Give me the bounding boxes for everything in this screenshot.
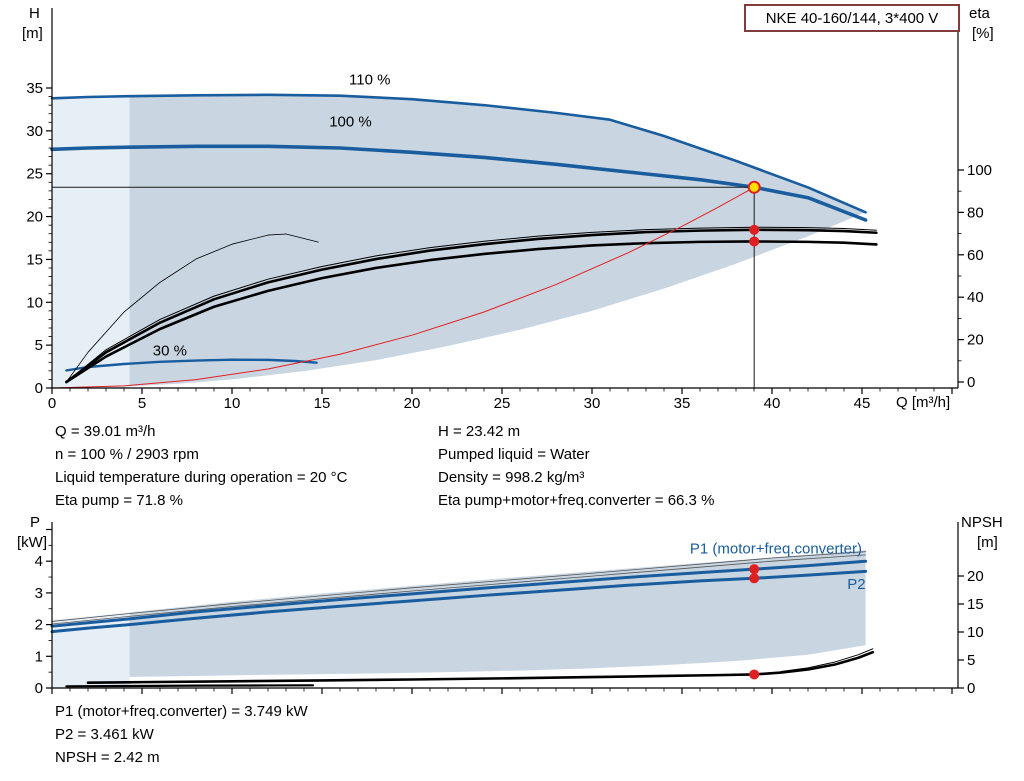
duty-point[interactable] (747, 180, 761, 194)
eta-axis-title-unit: [%] (972, 25, 994, 42)
low-flow-band (52, 96, 130, 388)
p2-marker (749, 573, 760, 584)
y-tick-label: 15 (26, 251, 43, 268)
y2-tick-label: 15 (967, 596, 984, 613)
p1-curve (50, 559, 868, 628)
y-tick-label: 3 (35, 585, 43, 602)
eta-pump-curve (65, 228, 878, 384)
result-p1: P1 (motor+freq.converter) = 3.749 kW (55, 703, 308, 720)
h-axis-title-symbol: H (29, 5, 40, 22)
operating-envelope (129, 94, 866, 387)
result-eta-total: Eta pump+motor+freq.converter = 66.3 % (438, 492, 715, 509)
y-tick-label: 5 (35, 337, 43, 354)
speed-100pct-curve (50, 144, 868, 222)
result-eta-pump: Eta pump = 71.8 % (55, 492, 183, 509)
result-speed: n = 100 % / 2903 rpm (55, 446, 199, 463)
y-tick-label: 0 (35, 380, 43, 397)
y-tick-label: 4 (35, 553, 43, 570)
eta-total-curve (65, 240, 878, 384)
y-tick-label: 1 (35, 648, 43, 665)
npsh-marker (749, 669, 760, 680)
x-tick-label: 40 (764, 395, 781, 412)
speed-30pct-curve (65, 358, 318, 372)
npsh-axis-title-symbol: NPSH (961, 514, 1003, 531)
result-head: H = 23.42 m (438, 423, 521, 440)
y2-tick-label: 10 (967, 624, 984, 641)
y-tick-label: 30 (26, 123, 43, 140)
y-tick-label: 0 (35, 680, 43, 697)
curve-label: 30 % (153, 342, 187, 359)
eta-pump-marker (749, 224, 760, 235)
result-pumped-liquid: Pumped liquid = Water (438, 446, 590, 463)
result-liquid-temp: Liquid temperature during operation = 20… (55, 469, 348, 486)
npsh-axis-title-unit: [m] (977, 534, 998, 551)
curve-label: 100 % (329, 114, 372, 131)
npsh-upper-fork-thin-curve (780, 648, 874, 672)
y-tick-label: 10 (26, 294, 43, 311)
y-tick-label: 35 (26, 80, 43, 97)
x-tick-label: 10 (224, 395, 241, 412)
eta-pump-upper-thin-curve (65, 226, 877, 383)
x-tick-label: 15 (314, 395, 331, 412)
y2-tick-label: 80 (967, 204, 984, 221)
x-tick-label: 20 (404, 395, 421, 412)
pump-title-box: NKE 40-160/144, 3*400 V (744, 4, 960, 32)
power-envelope-max-thin-line (51, 551, 866, 622)
y2-tick-label: 0 (967, 374, 975, 391)
eta-reduced-speed-thin-curve (66, 233, 319, 383)
npsh-curve (86, 650, 875, 684)
p1-marker (749, 564, 760, 575)
x-tick-label: 45 (854, 395, 871, 412)
y-tick-label: 2 (35, 617, 43, 634)
low-flow-band (52, 612, 130, 688)
result-density: Density = 998.2 kg/m³ (438, 469, 585, 486)
result-p2: P2 = 3.461 kW (55, 726, 154, 743)
curve-label: P2 (847, 576, 865, 593)
x-tick-label: 5 (138, 395, 146, 412)
curve-label: 110 % (349, 72, 390, 89)
y2-tick-label: 0 (967, 680, 975, 697)
y2-tick-label: 40 (967, 289, 984, 306)
curve-label: P1 (motor+freq.converter) (690, 540, 862, 557)
y2-tick-label: 60 (967, 247, 984, 264)
y2-tick-label: 100 (967, 162, 992, 179)
speed-110pct-curve (50, 93, 867, 214)
y2-tick-label: 20 (967, 332, 984, 349)
result-npsh: NPSH = 2.42 m (55, 749, 160, 766)
eta-total-marker (749, 236, 760, 247)
eta-axis-title-symbol: eta (969, 5, 990, 22)
npsh-low-speed-curve (65, 684, 315, 688)
q-axis-title: Q [m³/h] (896, 394, 951, 411)
p-axis-title-symbol: P (30, 514, 41, 531)
x-tick-label: 35 (674, 395, 691, 412)
power-envelope-max-thin-line-2 (51, 554, 866, 625)
x-tick-label: 0 (48, 395, 56, 412)
p-axis-title-unit: [kW] (17, 534, 47, 551)
x-tick-label: 25 (494, 395, 511, 412)
y2-tick-label: 5 (967, 652, 975, 669)
p2-curve (50, 569, 868, 634)
y2-tick-label: 20 (967, 568, 984, 585)
pump-title: NKE 40-160/144, 3*400 V (765, 9, 939, 27)
y-tick-label: 20 (26, 209, 43, 226)
x-tick-label: 30 (584, 395, 601, 412)
power-npsh-chart: 0 1 2 3 4 0 5 10 15 20 P1 (motor+freq.converter) P2 (35, 522, 984, 697)
h-axis-title-unit: [m] (22, 25, 43, 42)
y-tick-label: 25 (26, 166, 43, 183)
system-curve (51, 186, 755, 389)
qh-eta-chart: 0 5 10 15 20 25 30 35 40 45 0 5 10 15 20 25 30 35 0 20 40 60 8… (26, 8, 992, 412)
result-flow: Q = 39.01 m³/h (55, 423, 156, 440)
